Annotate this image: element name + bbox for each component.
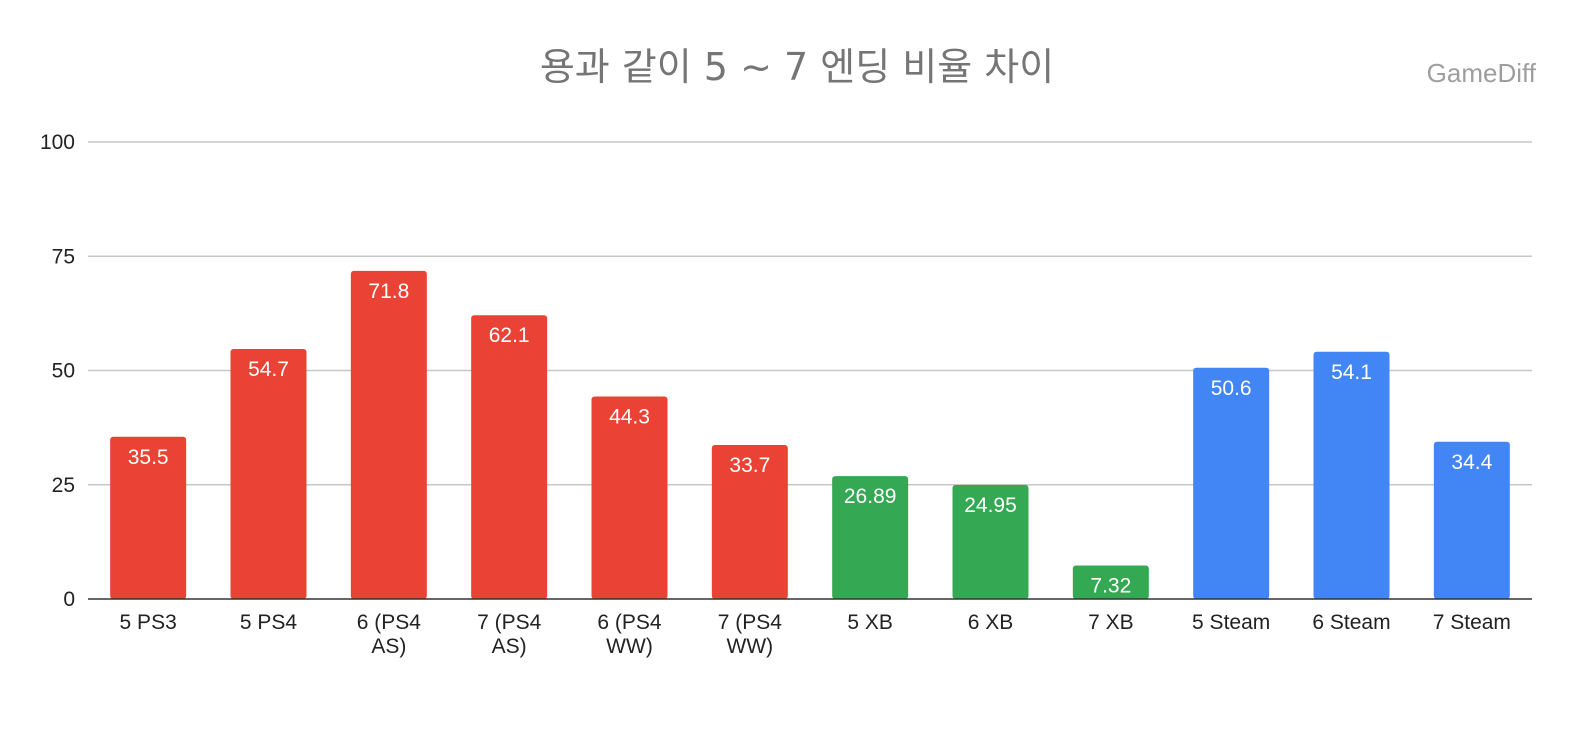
x-tick-label-line: 5 Steam [1192, 611, 1270, 634]
x-tick-label: 6 Steam [1312, 611, 1390, 634]
x-tick-label-line: 5 PS4 [240, 611, 298, 634]
bar [711, 444, 788, 599]
x-axis-tick-labels: 5 PS3 5 PS4 6 (PS4 AS)7 (PS4 AS)6 (PS4 WW)7 (… [120, 611, 1511, 658]
bar [230, 349, 307, 599]
data-label: 34.4 [1451, 451, 1492, 474]
x-tick-label: 5 PS4 [240, 611, 298, 634]
bar [1433, 441, 1510, 599]
x-tick-label-line: 7 (PS4 [477, 611, 542, 634]
bar [1313, 351, 1390, 599]
x-tick-label: 6 XB [968, 611, 1014, 634]
data-label: 44.3 [609, 406, 650, 429]
y-tick-label: 0 [63, 588, 75, 611]
bar [110, 436, 187, 599]
x-tick-label: 6 (PS4 AS) [357, 611, 422, 658]
x-tick-label: 5 Steam [1192, 611, 1270, 634]
chart-title: 용과 같이 5 ~ 7 엔딩 비율 차이 [539, 45, 1055, 89]
gridlines [88, 141, 1532, 486]
data-labels: 35.5 54.7 71.8 62.1 44.3 33.7 26.89 24.95 7.32 50… [128, 280, 1493, 598]
x-tick-label: 7 Steam [1433, 611, 1511, 634]
x-tick-label-line: 6 (PS4 [357, 611, 422, 634]
bar [350, 270, 427, 599]
x-tick-label: 5 PS3 [120, 611, 177, 634]
bar [471, 315, 548, 599]
bars [110, 270, 1510, 599]
data-label: 54.1 [1331, 361, 1372, 384]
y-tick-label: 100 [40, 131, 75, 154]
x-tick-label-line: 6 XB [968, 611, 1014, 634]
data-label: 71.8 [368, 280, 409, 303]
x-tick-label-line: AS) [492, 635, 527, 658]
x-tick-label-line: 5 PS3 [120, 611, 177, 634]
x-tick-label-line: AS) [371, 635, 406, 658]
y-tick-label: 25 [52, 474, 75, 497]
x-tick-label-line: 7 Steam [1433, 611, 1511, 634]
data-label: 7.32 [1090, 575, 1131, 598]
bar [952, 484, 1029, 599]
x-tick-label-line: 6 (PS4 [597, 611, 662, 634]
x-tick-label-line: 7 (PS4 [718, 611, 783, 634]
x-tick-label-line: 6 Steam [1312, 611, 1390, 634]
x-tick-label-line: 7 XB [1088, 611, 1134, 634]
bar [1072, 565, 1149, 599]
data-label: 33.7 [729, 454, 770, 477]
x-tick-label: 5 XB [847, 611, 893, 634]
x-tick-label: 7 XB [1088, 611, 1134, 634]
x-tick-label-line: WW) [727, 635, 774, 658]
y-tick-label: 75 [52, 245, 75, 268]
x-tick-label: 7 (PS4 WW) [718, 611, 783, 658]
data-label: 26.89 [844, 485, 897, 508]
data-label: 35.5 [128, 446, 169, 469]
watermark: GameDiff [1426, 58, 1536, 88]
data-label: 50.6 [1211, 377, 1252, 400]
y-axis-tick-labels: 0 25 50 75 100 [40, 131, 75, 611]
bar [591, 396, 668, 599]
data-label: 24.95 [964, 494, 1017, 517]
x-tick-label-line: WW) [606, 635, 653, 658]
x-tick-label-line: 5 XB [847, 611, 893, 634]
x-tick-label: 7 (PS4 AS) [477, 611, 542, 658]
bar [832, 476, 909, 599]
x-tick-label: 6 (PS4 WW) [597, 611, 662, 658]
bar [1193, 367, 1270, 599]
y-tick-label: 50 [52, 360, 75, 383]
data-label: 54.7 [248, 358, 289, 381]
data-label: 62.1 [489, 324, 530, 347]
